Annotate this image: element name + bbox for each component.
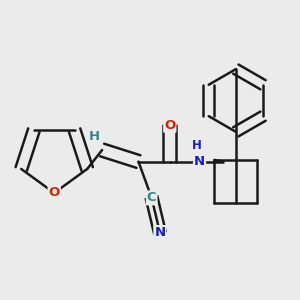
Text: N: N [194, 155, 205, 168]
Text: H: H [192, 139, 202, 152]
Text: C: C [147, 191, 157, 204]
Text: H: H [88, 130, 99, 142]
Text: N: N [154, 226, 166, 239]
Text: O: O [164, 119, 176, 132]
Text: O: O [49, 186, 60, 200]
